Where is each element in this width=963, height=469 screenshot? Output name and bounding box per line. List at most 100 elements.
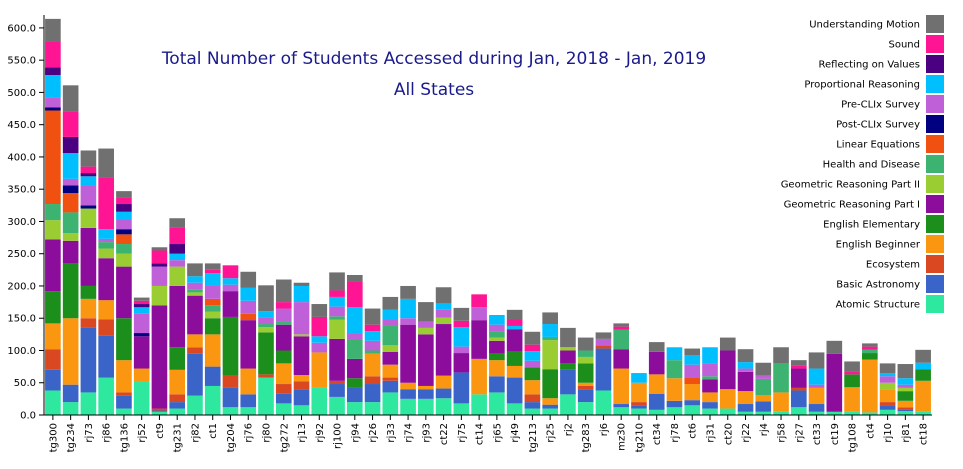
bar-segment: [524, 351, 541, 361]
bar-segment: [773, 363, 789, 393]
bar-segment: [719, 337, 736, 351]
bar-segment: [560, 363, 576, 370]
bar-segment: [311, 316, 328, 337]
bar-segment: [631, 405, 647, 409]
bar-segment: [116, 244, 132, 254]
bar-segment: [702, 363, 718, 377]
bar-segment: [471, 320, 487, 359]
legend-label: Linear Equations: [836, 140, 920, 151]
legend-label: Atomic Structure: [836, 300, 920, 311]
x-tick-label: rj78: [670, 423, 681, 443]
bar-segment: [897, 409, 914, 412]
bar-segment: [524, 331, 541, 345]
bar-segment: [240, 287, 257, 301]
bar-segment: [489, 315, 505, 325]
bar-segment: [879, 373, 896, 377]
bar-segment: [275, 324, 292, 351]
bar-segment: [418, 327, 434, 335]
bar-segment: [560, 369, 576, 395]
x-tick-label: mz30: [617, 423, 628, 451]
bar-segment: [755, 401, 772, 412]
bar-segment: [98, 377, 114, 415]
bar-segment: [879, 382, 896, 390]
bar-segment: [116, 408, 132, 415]
bar-segment: [116, 197, 132, 205]
bar-segment: [542, 312, 558, 325]
bar-segment: [382, 392, 399, 415]
bar-segment: [862, 349, 878, 354]
bar-segment: [98, 335, 114, 378]
bar-segment: [524, 360, 541, 368]
bar-segment: [133, 307, 150, 314]
bar-segment: [915, 380, 931, 412]
bar-segment: [204, 311, 221, 319]
bar-segment: [187, 353, 203, 396]
bar-segment: [275, 393, 292, 404]
bar-segment: [400, 298, 416, 319]
bar-segment: [98, 177, 114, 230]
bar-segment: [204, 366, 221, 386]
bar-segment: [346, 358, 363, 379]
bar-segment: [418, 334, 434, 386]
bar-segment: [187, 276, 203, 283]
bar-segment: [169, 347, 186, 370]
bar-segment: [453, 320, 470, 328]
bar-segment: [648, 374, 665, 394]
bar-segment: [293, 336, 310, 375]
bar-segment: [45, 204, 61, 221]
x-tick-label: ct19: [830, 423, 841, 445]
bar-segment: [62, 212, 79, 234]
bar-segment: [844, 374, 860, 388]
x-tick-label: rj25: [546, 423, 557, 443]
x-tick-label: rj10: [883, 423, 894, 443]
bar-segment: [98, 248, 114, 259]
bar-segment: [560, 347, 576, 351]
bar-segment: [45, 239, 61, 292]
bar-segment: [116, 211, 132, 220]
bar-segment: [62, 384, 79, 403]
bar-segment: [560, 394, 576, 415]
bar-segment: [275, 302, 292, 309]
bar-segment: [915, 362, 931, 370]
bar-segment: [293, 405, 310, 415]
bar-segment: [897, 400, 914, 408]
x-tick-label: rj22: [741, 423, 752, 443]
bar-segment: [98, 148, 114, 178]
bar-segment: [329, 319, 345, 339]
x-tick-label: tg210: [634, 423, 645, 452]
bar-segment: [542, 340, 558, 370]
bar-segment: [702, 379, 718, 393]
y-tick-label: 350.0: [7, 185, 36, 196]
bar-segment: [187, 295, 203, 335]
y-tick-label: 100.0: [7, 346, 36, 357]
bar-segment: [258, 317, 274, 325]
bar-segment: [45, 390, 61, 415]
bar-segment: [133, 304, 150, 308]
bar-segment: [435, 309, 452, 318]
x-tick-label: rj26: [368, 423, 379, 443]
bar-segment: [382, 309, 399, 320]
bar-segment: [435, 303, 452, 310]
bar-segment: [897, 407, 914, 410]
bar-segment: [684, 405, 701, 415]
bar-segment: [755, 411, 772, 415]
bar-segment: [346, 281, 363, 308]
bar-segment: [80, 298, 97, 319]
bar-segment: [506, 403, 523, 415]
bar-segment: [364, 308, 381, 325]
legend-label: Pre-CLIx Survey: [841, 100, 920, 111]
bar-segment: [400, 324, 416, 383]
bar-segment: [542, 336, 558, 341]
x-tick-label: tg204: [226, 423, 237, 452]
bar-segment: [133, 313, 150, 334]
y-tick-label: 0.0: [20, 411, 36, 422]
bar-segment: [506, 329, 523, 352]
bar-segment: [542, 369, 558, 399]
bar-segment: [133, 300, 150, 305]
bar-segment: [879, 402, 896, 406]
bar-segment: [80, 327, 97, 393]
legend-label: Ecosystem: [866, 260, 920, 271]
bar-segment: [364, 402, 381, 415]
bar-segment: [577, 402, 594, 415]
bar-segment: [453, 327, 470, 347]
